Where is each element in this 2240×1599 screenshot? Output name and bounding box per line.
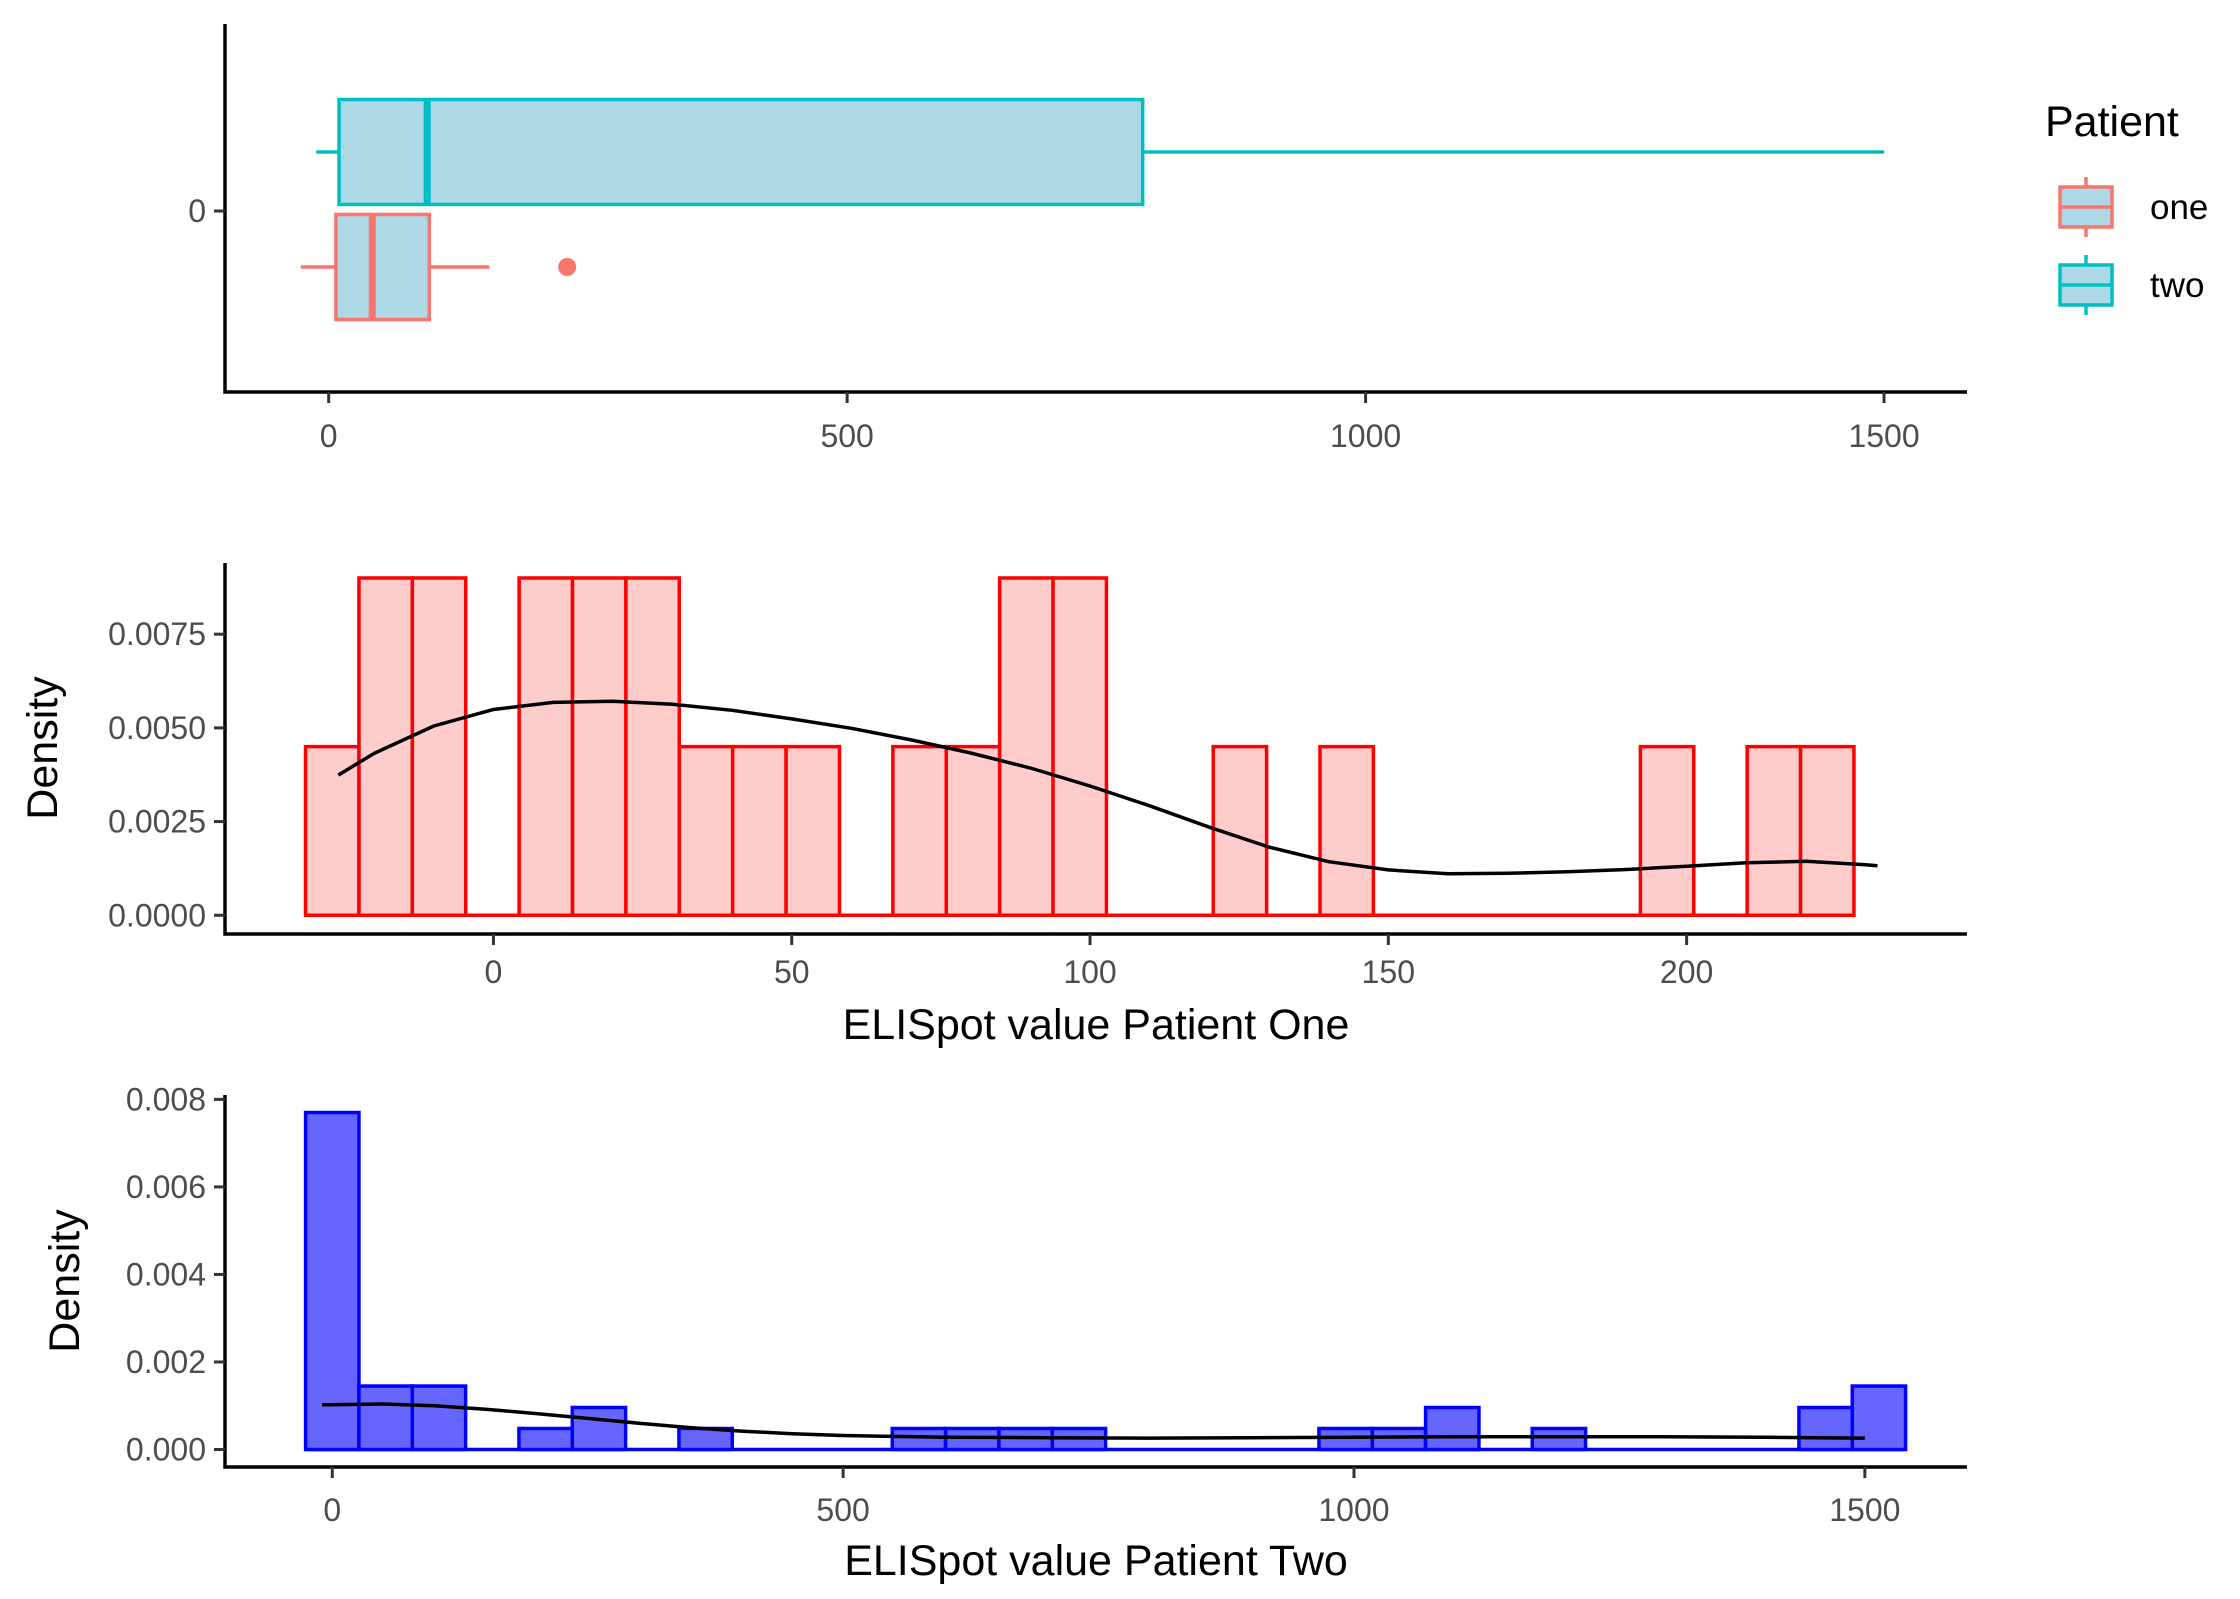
x-tick-label: 50 — [774, 954, 810, 990]
legend-entries: one two — [2058, 177, 2208, 315]
density-curve-patient-two — [322, 1402, 1865, 1440]
histogram-bar — [1850, 1384, 1908, 1452]
histogram-bar — [570, 576, 628, 918]
box-one — [334, 212, 432, 322]
histogram-patient-two-x-ticks: 0 500 1000 1500 — [323, 1467, 1900, 1528]
histogram-bar — [1638, 744, 1696, 918]
x-tick-label: 1000 — [1330, 418, 1401, 454]
histogram-bar — [1745, 744, 1803, 918]
histogram-patient-one-x-ticks: 0 50 100 150 200 — [485, 934, 1713, 990]
x-tick-label: 500 — [820, 418, 873, 454]
legend-title: Patient — [2045, 98, 2179, 146]
boxplot-y-ticks: 0 — [188, 193, 225, 229]
histogram-patient-one-axes — [223, 563, 1967, 936]
histogram-bar — [891, 744, 949, 918]
histogram-bar — [944, 744, 1002, 918]
y-tick-label: 0.004 — [126, 1256, 206, 1292]
histogram-bar — [1318, 744, 1376, 918]
histogram-bar — [1051, 576, 1109, 918]
x-tick-label: 150 — [1362, 954, 1415, 990]
boxplot-axes — [223, 24, 1967, 394]
histogram-bar — [410, 1384, 468, 1452]
histogram-patient-two-y-ticks: 0.000 0.002 0.004 0.006 0.008 — [126, 1081, 225, 1467]
y-tick-label: 0 — [188, 193, 206, 229]
histogram-bar — [784, 744, 842, 918]
x-tick-label: 100 — [1063, 954, 1116, 990]
histogram-bar — [997, 576, 1055, 918]
density-curve-patient-one — [337, 699, 1878, 876]
y-tick-label: 0.008 — [126, 1081, 206, 1117]
y-tick-label: 0.0000 — [108, 897, 206, 933]
histogram-bar — [303, 1110, 361, 1452]
y-tick-label: 0.006 — [126, 1169, 206, 1205]
histogram-bar — [303, 744, 361, 918]
x-tick-label: 1000 — [1318, 1492, 1389, 1528]
x-tick-label: 0 — [485, 954, 503, 990]
x-axis-title-patient-two: ELISpot value Patient Two — [844, 1537, 1348, 1585]
y-axis-title-patient-two: Density — [41, 1209, 89, 1353]
histogram-bar — [1797, 1405, 1855, 1452]
histogram-patient-one-panel: 0 50 100 150 200 0.0000 0.0025 0.0050 0.0075 EL… — [19, 563, 1967, 1049]
boxplot-x-ticks: 0 500 1000 1500 — [320, 392, 1920, 454]
x-tick-label: 0 — [323, 1492, 341, 1528]
histogram-patient-two-bars — [303, 1110, 1908, 1452]
histogram-bar — [1423, 1405, 1481, 1452]
outlier-point-one — [558, 258, 577, 276]
x-tick-label: 200 — [1660, 954, 1713, 990]
y-tick-label: 0.0075 — [108, 616, 206, 652]
y-axis-title-patient-one: Density — [19, 676, 67, 820]
y-tick-label: 0.0050 — [108, 710, 206, 746]
histogram-patient-one-y-ticks: 0.0000 0.0025 0.0050 0.0075 — [108, 616, 225, 933]
legend: Patient one two — [2045, 98, 2208, 315]
x-tick-label: 1500 — [1829, 1492, 1900, 1528]
x-tick-label: 0 — [320, 418, 338, 454]
legend-label-two: two — [2150, 266, 2204, 305]
y-tick-label: 0.0025 — [108, 804, 206, 840]
histogram-bar — [1370, 1426, 1428, 1452]
boxplot-panel: 0 500 1000 1500 0 — [188, 24, 1967, 454]
y-tick-label: 0.000 — [126, 1431, 206, 1467]
histogram-bar — [890, 1426, 948, 1452]
histogram-bar — [1530, 1426, 1588, 1452]
x-tick-label: 1500 — [1848, 418, 1919, 454]
histogram-bar — [624, 576, 682, 918]
x-axis-title-patient-one: ELISpot value Patient One — [843, 1001, 1350, 1049]
histogram-bar — [1798, 744, 1856, 918]
histogram-bar — [570, 1405, 628, 1452]
histogram-bar — [357, 1384, 415, 1452]
histogram-bar — [410, 576, 468, 918]
boxplot-boxes — [300, 97, 1885, 322]
y-tick-label: 0.002 — [126, 1344, 206, 1380]
histogram-bar — [517, 1426, 575, 1452]
histogram-patient-two-axes — [223, 1095, 1967, 1469]
histogram-bar — [730, 744, 788, 918]
histogram-patient-two-panel: 0 500 1000 1500 0.000 0.002 0.004 0.006 0.008 E… — [41, 1081, 1967, 1585]
legend-label-one: one — [2150, 188, 2208, 227]
x-tick-label: 500 — [816, 1492, 869, 1528]
histogram-patient-one-bars — [303, 576, 1856, 918]
histogram-bar — [517, 576, 575, 918]
box-two — [337, 97, 1145, 207]
histogram-bar — [677, 744, 735, 918]
